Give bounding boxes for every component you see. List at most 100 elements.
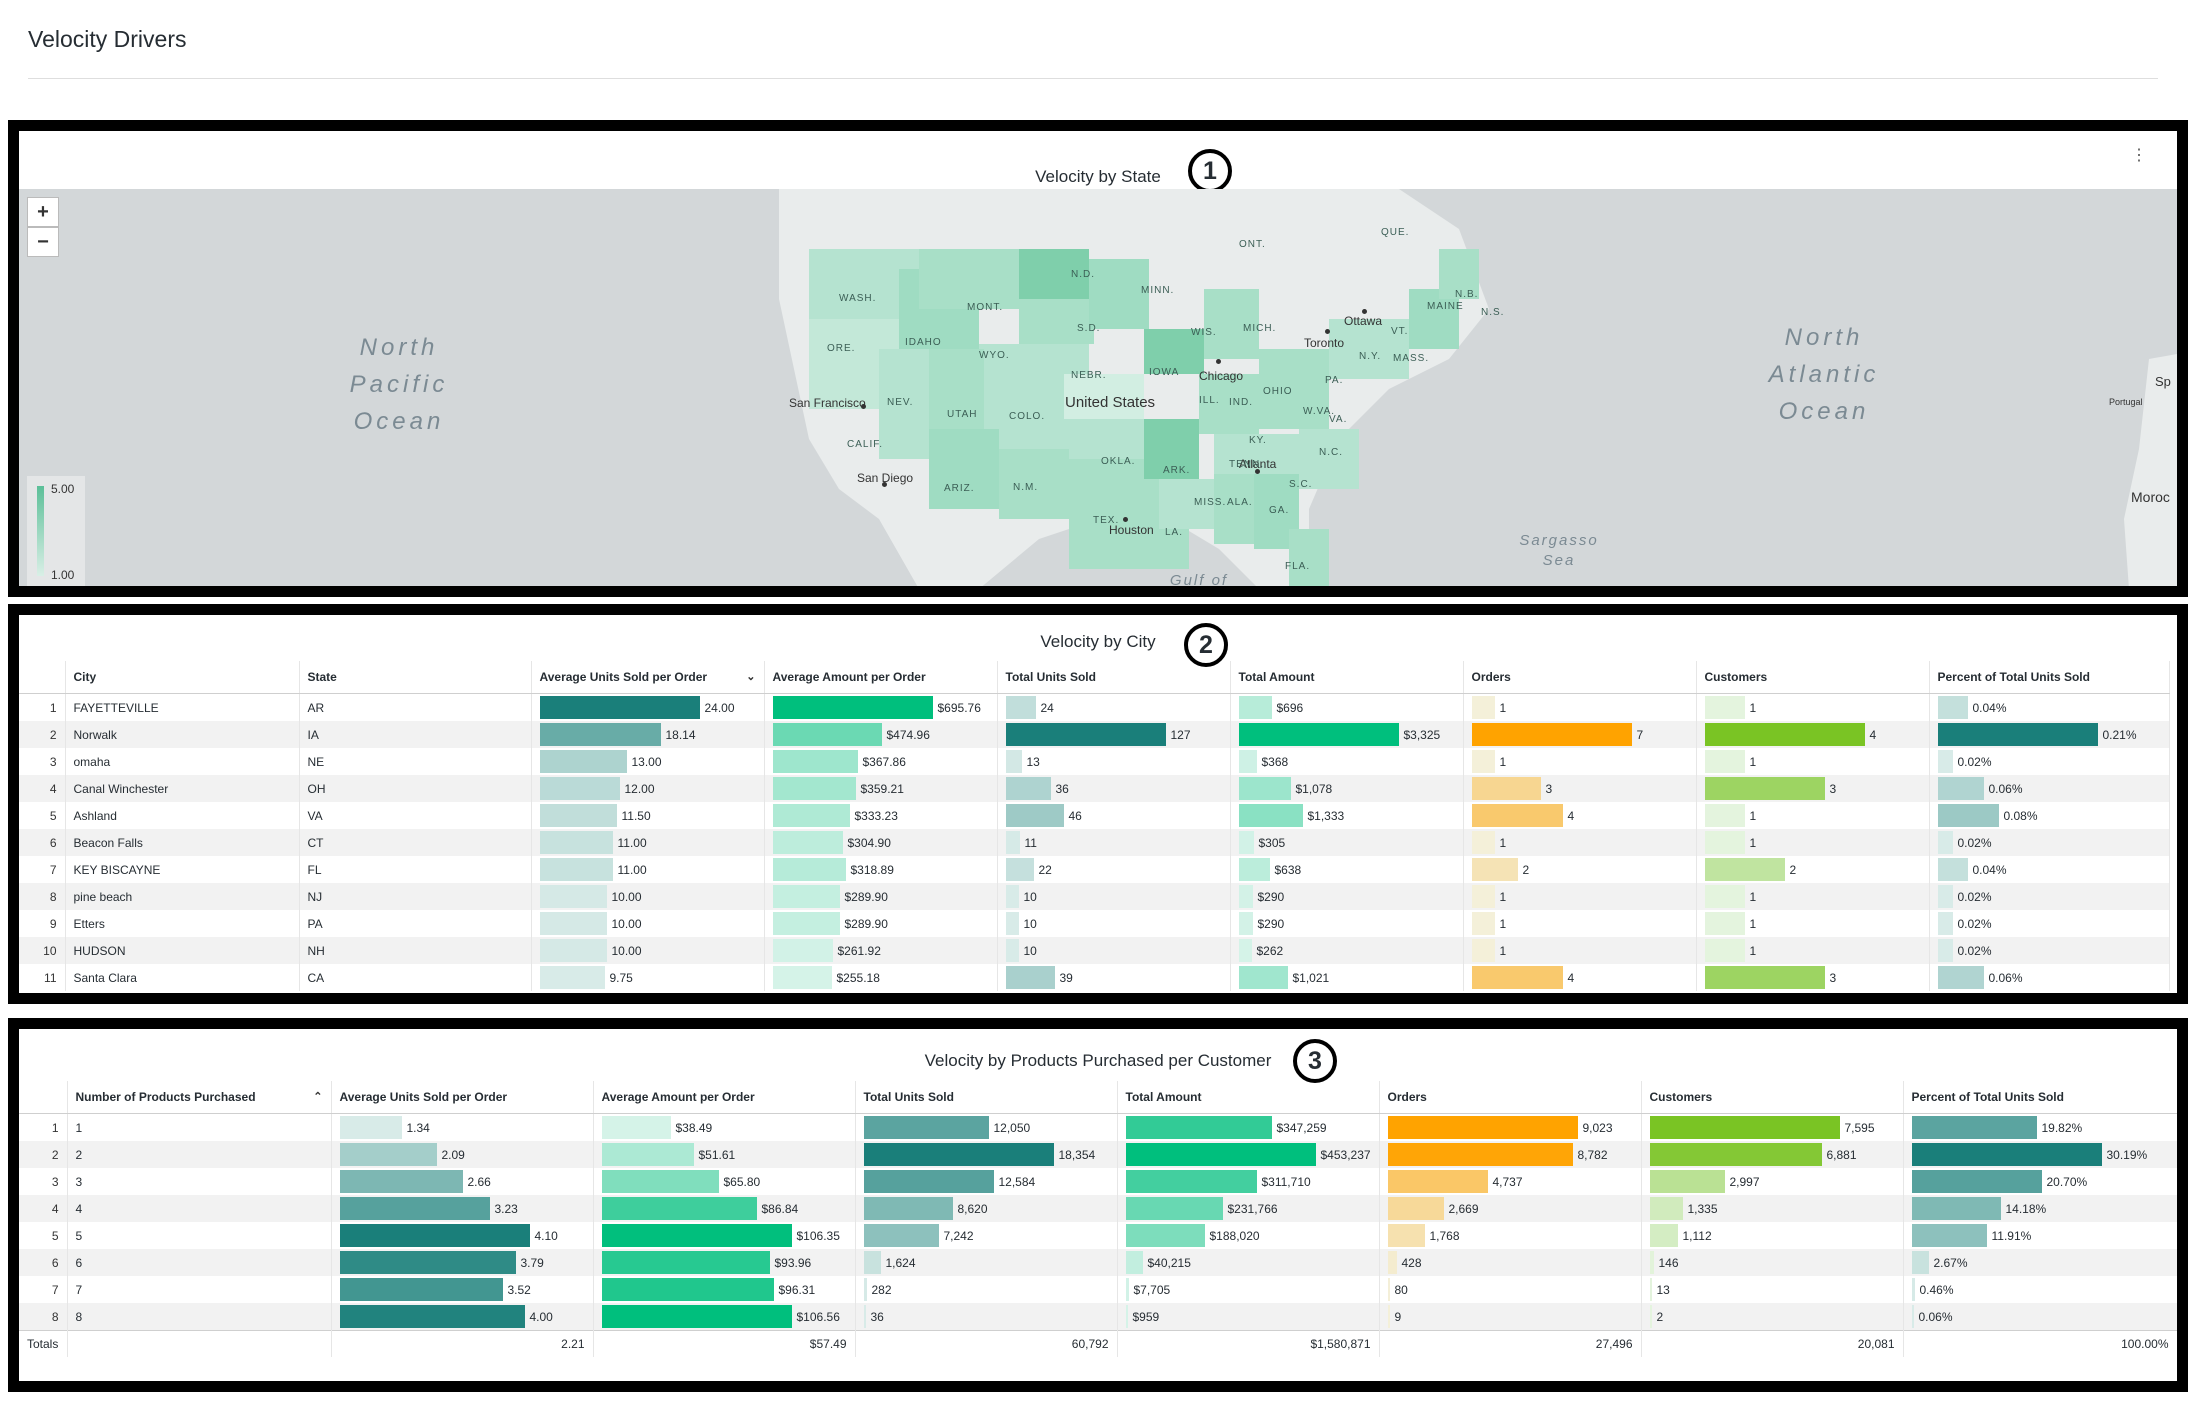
- table-cell: 4: [67, 1195, 332, 1222]
- data-bar: [1387, 1143, 1573, 1166]
- data-bar: [1238, 777, 1291, 800]
- table-row[interactable]: 5 5 4.10 $106.35 7,242 $188,020 1,768 1,112 11.9…: [19, 1222, 2177, 1249]
- table-row[interactable]: 11 Santa Clara CA 9.75 $255.18 39 $1,021 4 3 0.06…: [19, 964, 2170, 991]
- table-row[interactable]: 6 Beacon Falls CT 11.00 $304.90 11 $305 1 1 0.02%: [19, 829, 2170, 856]
- data-bar: [772, 966, 832, 989]
- data-bar: [339, 1116, 402, 1139]
- city-label: Houston: [1109, 523, 1154, 537]
- zoom-in-button[interactable]: +: [27, 197, 59, 227]
- bar-cell-avg-units: 1.34: [331, 1113, 594, 1141]
- table-cell: CT: [299, 829, 532, 856]
- bar-cell-orders: 1: [1463, 910, 1697, 937]
- table-row[interactable]: 1 1 1.34 $38.49 12,050 $347,259 9,023 7,595 19.8…: [19, 1113, 2177, 1141]
- us-states[interactable]: [809, 249, 1479, 586]
- row-number: 7: [19, 1276, 68, 1303]
- bar-cell-cust: 1: [1696, 883, 1930, 910]
- tile-menu-icon[interactable]: ⋮: [2131, 147, 2147, 164]
- table-row[interactable]: 4 4 3.23 $86.84 8,620 $231,766 2,669 1,335 14.18…: [19, 1195, 2177, 1222]
- table-cell: 6: [67, 1249, 332, 1276]
- table-row[interactable]: 9 Etters PA 10.00 $289.90 10 $290 1 1 0.02%: [19, 910, 2170, 937]
- bar-cell-amt: $262: [1230, 937, 1464, 964]
- data-bar: [1704, 777, 1825, 800]
- table-row[interactable]: 8 8 4.00 $106.56 36 $959 9 2 0.06%: [19, 1303, 2177, 1331]
- cell-value: 3.79: [520, 1255, 544, 1270]
- cell-value: 1.34: [406, 1120, 430, 1135]
- data-bar: [1125, 1251, 1143, 1274]
- column-header[interactable]: State: [299, 661, 532, 694]
- cell-value: $106.35: [796, 1228, 840, 1243]
- table-row[interactable]: 10 HUDSON NH 10.00 $261.92 10 $262 1 1 0.02%: [19, 937, 2170, 964]
- table-row[interactable]: 8 pine beach NJ 10.00 $289.90 10 $290 1 1 0.02%: [19, 883, 2170, 910]
- data-bar: [1937, 912, 1953, 935]
- table-cell: Canal Winchester: [65, 775, 300, 802]
- zoom-out-button[interactable]: −: [27, 227, 59, 257]
- table-row[interactable]: 2 2 2.09 $51.61 18,354 $453,237 8,782 6,881 30.1…: [19, 1141, 2177, 1168]
- column-header[interactable]: Customers: [1696, 661, 1930, 694]
- data-bar: [601, 1305, 792, 1328]
- state-abbr: OHIO: [1263, 386, 1293, 397]
- products-data-table[interactable]: Number of Products Purchased ⌃ Average Un…: [19, 1081, 2177, 1357]
- cell-value: 24.00: [704, 700, 735, 715]
- bar-cell-avg-amt: $86.84: [593, 1195, 856, 1222]
- cell-value: 0.02%: [1957, 916, 1992, 931]
- bar-cell-avg-amt: $65.80: [593, 1168, 856, 1195]
- bar-cell-units: 39: [997, 964, 1231, 991]
- cell-value: $262: [1256, 943, 1284, 958]
- bar-cell-cust: 1: [1696, 802, 1930, 829]
- column-header[interactable]: Total Amount: [1230, 661, 1464, 694]
- state-abbr: S.D.: [1077, 323, 1101, 334]
- sort-ascending-icon[interactable]: ⌃: [313, 1091, 323, 1103]
- data-bar: [1005, 696, 1036, 719]
- table-row[interactable]: 4 Canal Winchester OH 12.00 $359.21 36 $1,078 3…: [19, 775, 2170, 802]
- column-header[interactable]: City: [65, 661, 300, 694]
- column-header[interactable]: Average Units Sold per Order: [331, 1081, 594, 1114]
- column-header[interactable]: Average Amount per Order: [764, 661, 998, 694]
- bar-cell-orders: 3: [1463, 775, 1697, 802]
- state-abbr: MAINE: [1427, 301, 1464, 312]
- column-header-sorted[interactable]: Number of Products Purchased ⌃: [67, 1081, 332, 1114]
- column-header[interactable]: Percent of Total Units Sold: [1929, 661, 2170, 694]
- bar-cell-avg-amt: $96.31: [593, 1276, 856, 1303]
- cell-value: $290: [1257, 916, 1285, 931]
- column-header[interactable]: Percent of Total Units Sold: [1903, 1081, 2177, 1114]
- bar-cell-cust: 1,335: [1641, 1195, 1904, 1222]
- column-header[interactable]: Total Units Sold: [855, 1081, 1118, 1114]
- table-row[interactable]: 3 omaha NE 13.00 $367.86 13 $368 1 1 0.02%: [19, 748, 2170, 775]
- table-row[interactable]: 7 KEY BISCAYNE FL 11.00 $318.89 22 $638 2 2 0.04%: [19, 856, 2170, 883]
- bar-cell-avg-amt: $318.89: [764, 856, 998, 883]
- city-data-table[interactable]: City State Average Units Sold per Order ⌄…: [19, 661, 2170, 991]
- table-row[interactable]: 2 Norwalk IA 18.14 $474.96 127 $3,325 7 4 0.21%: [19, 721, 2170, 748]
- column-header[interactable]: Total Units Sold: [997, 661, 1231, 694]
- bar-cell-cust: 2: [1696, 856, 1930, 883]
- column-header-sorted[interactable]: Average Units Sold per Order ⌄: [531, 661, 765, 694]
- bar-cell-amt: $1,078: [1230, 775, 1464, 802]
- cell-value: 1: [1499, 889, 1507, 904]
- ocean-label: North Pacific Ocean: [349, 334, 449, 435]
- bar-cell-units: 18,354: [855, 1141, 1118, 1168]
- data-bar: [772, 750, 858, 773]
- state-abbr: ORE.: [827, 343, 856, 354]
- table-row[interactable]: 6 6 3.79 $93.96 1,624 $40,215 428 146 2.67%: [19, 1249, 2177, 1276]
- data-bar: [1704, 696, 1745, 719]
- data-bar: [539, 777, 620, 800]
- bar-cell-avg-units: 10.00: [531, 883, 765, 910]
- bar-cell-orders: 2: [1463, 856, 1697, 883]
- table-row[interactable]: 3 3 2.66 $65.80 12,584 $311,710 4,737 2,997 20.7…: [19, 1168, 2177, 1195]
- column-header[interactable]: Average Amount per Order: [593, 1081, 856, 1114]
- data-bar: [1471, 885, 1495, 908]
- city-label: San Francisco: [789, 396, 866, 410]
- table-row[interactable]: 1 FAYETTEVILLE AR 24.00 $695.76 24 $696 1 1 0.04%: [19, 693, 2170, 721]
- table-row[interactable]: 5 Ashland VA 11.50 $333.23 46 $1,333 4 1 0.08%: [19, 802, 2170, 829]
- data-bar: [772, 912, 840, 935]
- choropleth-map[interactable]: + − North Pacific Ocean North Atlantic O…: [19, 189, 2177, 586]
- table-cell: 1: [67, 1113, 332, 1141]
- data-bar: [1704, 750, 1745, 773]
- column-header[interactable]: Total Amount: [1117, 1081, 1380, 1114]
- sort-descending-icon[interactable]: ⌄: [746, 671, 756, 683]
- column-header[interactable]: Orders: [1463, 661, 1697, 694]
- table-row[interactable]: 7 7 3.52 $96.31 282 $7,705 80 13 0.46%: [19, 1276, 2177, 1303]
- column-header[interactable]: Orders: [1379, 1081, 1642, 1114]
- cell-value: 1,768: [1429, 1228, 1460, 1243]
- column-header[interactable]: Customers: [1641, 1081, 1904, 1114]
- state-abbr: ARIZ.: [944, 483, 975, 494]
